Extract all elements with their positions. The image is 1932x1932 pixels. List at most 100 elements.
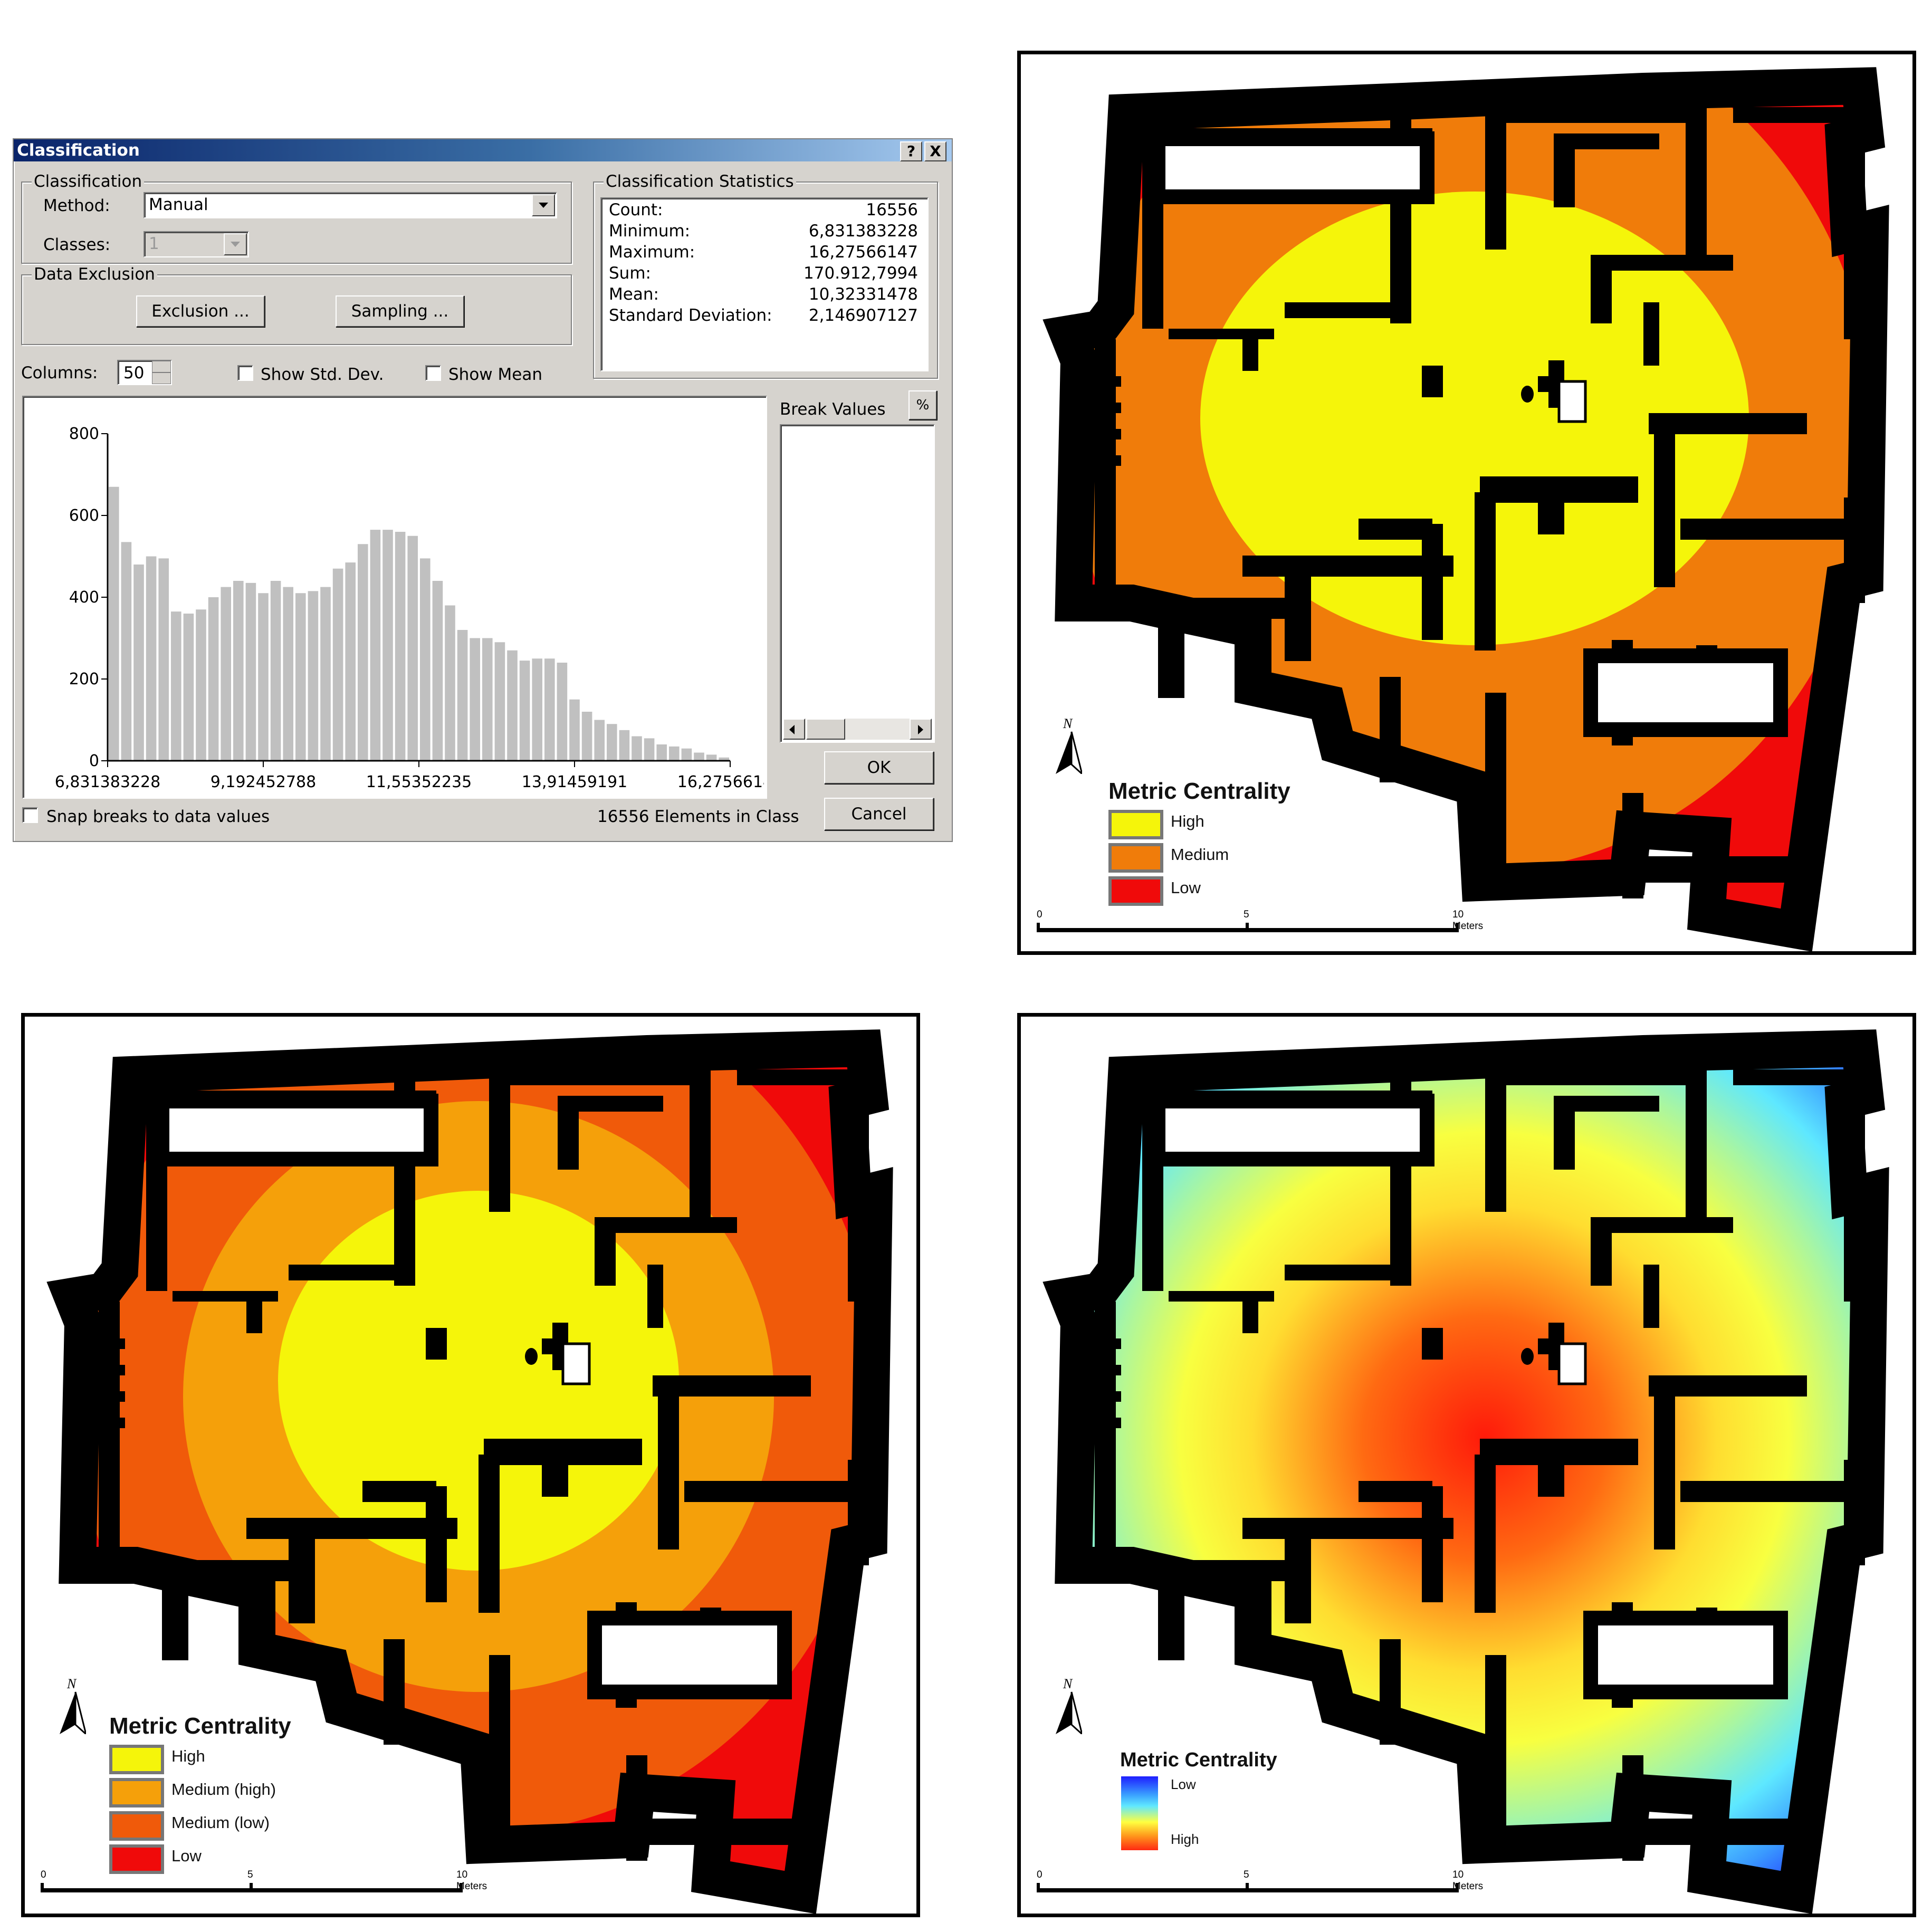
- histogram-bar: [308, 591, 319, 761]
- histogram-bar: [470, 638, 480, 761]
- inner-wall: [542, 1465, 568, 1497]
- inner-wall: [489, 1075, 510, 1212]
- columns-spinner[interactable]: 50: [117, 360, 172, 385]
- classes-select[interactable]: 1: [144, 231, 249, 257]
- legend-item-low: Low: [109, 1844, 373, 1874]
- classes-label: Classes:: [43, 235, 111, 254]
- histogram-bar: [358, 544, 368, 761]
- inner-wall: [647, 1265, 663, 1328]
- inner-wall: [1480, 1439, 1638, 1465]
- method-select[interactable]: Manual: [144, 192, 557, 218]
- legend-swatch: [1108, 810, 1163, 839]
- inner-wall: [489, 1655, 510, 1845]
- inner-wall: [595, 1217, 616, 1286]
- statistic-row: Mean: 10,32331478: [601, 285, 927, 306]
- inner-wall: [114, 1338, 125, 1349]
- histogram-bar: [196, 609, 206, 761]
- help-button[interactable]: ?: [900, 141, 922, 161]
- scroll-thumb[interactable]: [806, 719, 845, 740]
- close-button[interactable]: X: [924, 141, 946, 161]
- statistic-value: 170.912,7994: [804, 264, 918, 283]
- inner-wall: [1359, 1481, 1432, 1502]
- inner-wall: [484, 1439, 642, 1465]
- legend-label: High: [1171, 812, 1204, 830]
- inner-wall: [1643, 302, 1659, 366]
- y-tick-label: 600: [69, 506, 99, 525]
- sampling-button[interactable]: Sampling ...: [336, 295, 464, 327]
- inner-wall: [1654, 1375, 1675, 1550]
- spin-up-icon[interactable]: [152, 361, 171, 372]
- scale-tick-label: 10 Meters: [456, 1869, 487, 1892]
- show-std-dev-checkbox[interactable]: [237, 365, 253, 381]
- histogram-bar: [656, 744, 667, 761]
- legend-label: Low: [1171, 878, 1201, 897]
- columns-value: 50: [123, 364, 145, 382]
- inner-wall: [1844, 498, 1865, 603]
- inner-wall: [1184, 598, 1300, 619]
- statistic-row: Sum: 170.912,7994: [601, 264, 927, 285]
- horizontal-scrollbar[interactable]: [783, 719, 932, 740]
- inner-wall: [1496, 107, 1707, 123]
- inner-wall: [1485, 1655, 1506, 1845]
- cancel-button[interactable]: Cancel: [824, 798, 934, 830]
- inner-wall: [737, 1069, 858, 1085]
- x-tick-label: 11,55352235: [366, 773, 472, 791]
- histogram-bar: [370, 530, 381, 761]
- inner-wall: [114, 1391, 125, 1402]
- inner-wall: [1158, 1576, 1184, 1660]
- inner-wall: [500, 1069, 711, 1085]
- x-tick-label: 16,27566147: [677, 773, 764, 791]
- histogram-panel[interactable]: 800 600 400 200 0 6,831383228 9,192452788 11,55…: [22, 396, 783, 799]
- unmapped-room: [587, 1611, 792, 1699]
- percent-button[interactable]: %: [908, 390, 937, 420]
- north-label: N: [67, 1676, 76, 1691]
- ok-button[interactable]: OK: [824, 751, 934, 784]
- legend-swatch: [109, 1745, 164, 1774]
- scale-bar: 0 5 10 Meters: [1037, 1869, 1483, 1901]
- inner-wall: [684, 1481, 858, 1502]
- inner-wall: [637, 1819, 806, 1845]
- statistics-box: Count: 16556 Minimum: 6,831383228 Maximum: 16…: [600, 197, 929, 371]
- legend-item-medium: Medium: [1108, 843, 1319, 873]
- show-std-dev-label: Show Std. Dev.: [261, 365, 384, 384]
- scale-tick-label: 5: [1244, 1869, 1249, 1880]
- chevron-down-icon[interactable]: [532, 194, 555, 216]
- histogram-bar: [544, 658, 555, 761]
- columns-label: Columns:: [21, 364, 98, 382]
- histogram-bar: [320, 587, 331, 761]
- inner-wall: [1591, 255, 1733, 271]
- inner-wall: [1242, 1518, 1453, 1539]
- inner-wall: [1538, 1338, 1554, 1354]
- scale-tick-label: 0: [1037, 1869, 1042, 1880]
- legend-title: Metric Centrality: [1108, 778, 1290, 804]
- show-mean-checkbox[interactable]: [425, 365, 441, 381]
- unmapped-room: [155, 1094, 438, 1166]
- legend-item-low: Low: [1108, 876, 1319, 906]
- floor-plan-map: [1042, 67, 1889, 951]
- histogram-bar: [432, 581, 443, 761]
- exclusion-button[interactable]: Exclusion ...: [136, 295, 265, 327]
- inner-wall: [1686, 102, 1707, 260]
- inner-wall: [1158, 614, 1184, 698]
- histogram-bar: [109, 486, 119, 761]
- scroll-right-icon[interactable]: [910, 719, 932, 740]
- statistic-row: Standard Deviation: 2,146907127: [601, 306, 927, 327]
- break-values-list[interactable]: [780, 424, 935, 743]
- histogram-bar: [395, 532, 406, 761]
- north-arrow-icon: N: [1050, 716, 1082, 774]
- inner-wall: [114, 1365, 125, 1375]
- north-arrow-icon: N: [54, 1676, 86, 1734]
- inner-wall: [1285, 1265, 1390, 1280]
- title-bar[interactable]: Classification ? X: [14, 139, 952, 161]
- inner-wall: [1242, 339, 1258, 371]
- histogram-bar: [532, 658, 542, 761]
- snap-breaks-checkbox[interactable]: [22, 807, 38, 823]
- inner-wall: [426, 1486, 447, 1602]
- chevron-down-icon[interactable]: [224, 233, 247, 255]
- scroll-left-icon[interactable]: [783, 719, 805, 740]
- histogram-bar: [158, 558, 169, 761]
- spin-down-icon[interactable]: [152, 372, 171, 384]
- inner-wall: [1485, 112, 1506, 250]
- inner-wall: [162, 1576, 188, 1660]
- inner-wall: [289, 1265, 394, 1280]
